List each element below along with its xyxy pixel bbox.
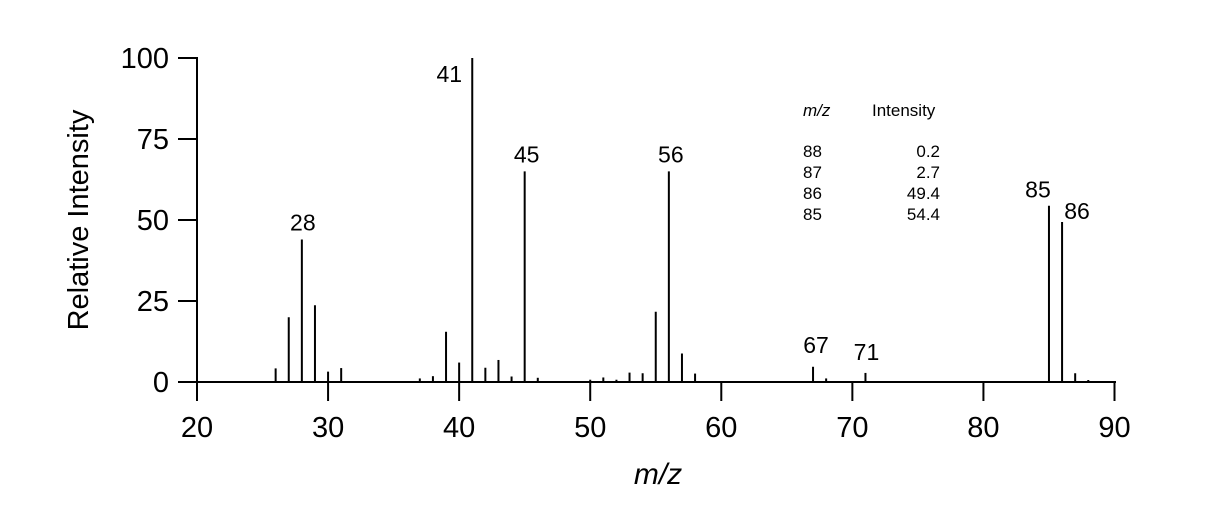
x-axis-ticks: 20 30 40 50 60 70 80 90 [181, 382, 1131, 444]
inset-row-intensity: 54.4 [907, 205, 940, 224]
spectrum-peaks [274, 58, 1090, 382]
inset-row-mz: 86 [803, 184, 822, 203]
peak-label: 41 [436, 61, 462, 87]
x-tick-label: 50 [574, 412, 606, 444]
inset-table-header-mz: m/z [803, 101, 831, 120]
inset-table-header-intensity: Intensity [872, 101, 936, 120]
peak-label: 45 [514, 141, 540, 167]
x-tick-label: 20 [181, 412, 213, 444]
inset-row-intensity: 0.2 [916, 142, 940, 161]
x-tick-label: 60 [705, 412, 737, 444]
y-axis-title: Relative Intensity [63, 109, 95, 330]
peak-label: 67 [803, 332, 829, 358]
peak-label: 86 [1064, 198, 1090, 224]
x-tick-label: 40 [443, 412, 475, 444]
peak-label: 71 [854, 339, 880, 365]
x-tick-label: 90 [1098, 412, 1130, 444]
peak-label: 28 [290, 209, 316, 235]
inset-row-mz: 88 [803, 142, 822, 161]
inset-row-intensity: 2.7 [916, 163, 940, 182]
x-tick-label: 80 [967, 412, 999, 444]
x-axis-title: m/z [634, 458, 682, 491]
peak-annotations: 28 41 45 56 67 71 85 86 [290, 61, 1090, 365]
inset-row-mz: 85 [803, 205, 822, 224]
y-tick-label: 0 [153, 367, 169, 399]
y-axis-ticks: 0 25 50 75 100 [121, 43, 197, 399]
y-tick-label: 75 [137, 124, 169, 156]
y-tick-label: 50 [137, 205, 169, 237]
x-tick-label: 30 [312, 412, 344, 444]
peak-label: 56 [658, 141, 684, 167]
inset-row-mz: 87 [803, 163, 822, 182]
inset-row-intensity: 49.4 [907, 184, 940, 203]
peak-label: 85 [1025, 177, 1051, 203]
y-tick-label: 100 [121, 43, 169, 75]
y-tick-label: 25 [137, 286, 169, 318]
inset-table: m/z Intensity 88 0.2 87 2.7 86 49.4 85 54.4 [803, 101, 940, 224]
x-tick-label: 70 [836, 412, 868, 444]
